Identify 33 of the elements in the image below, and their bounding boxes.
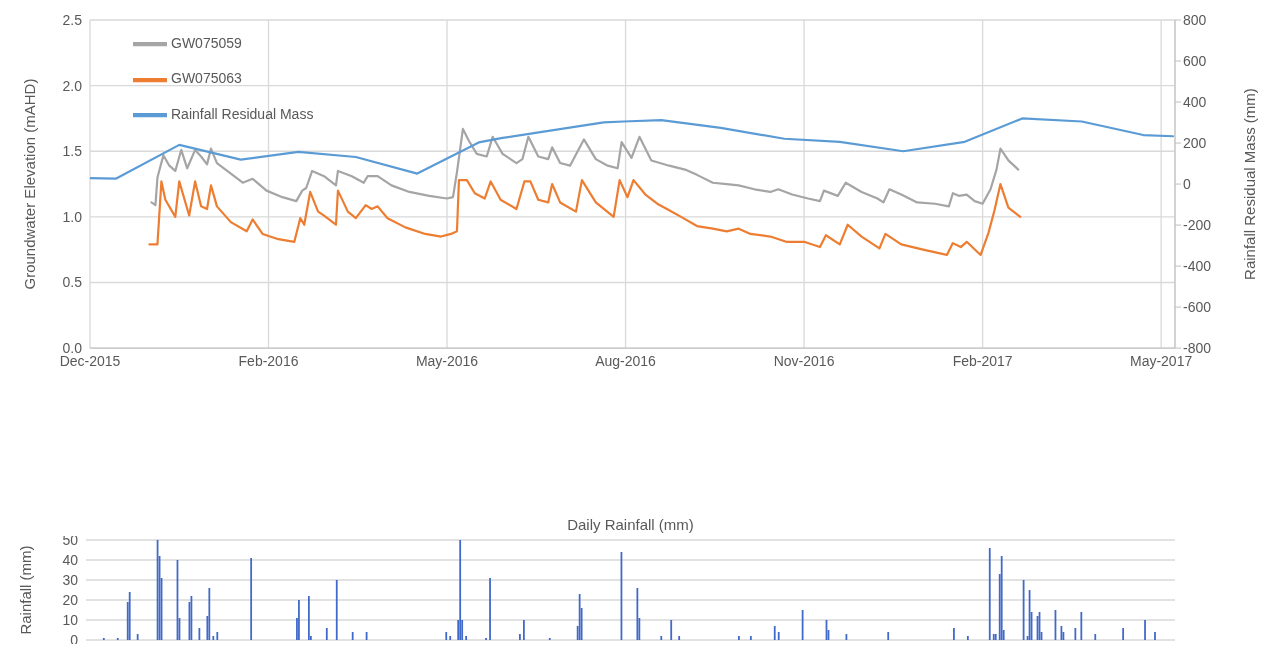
x-tick-label: Feb-2017 — [952, 353, 1013, 370]
y-tick-label: 10 — [62, 611, 79, 628]
y2-axis-title: Rainfall Residual Mass (mm) — [1241, 88, 1259, 280]
y-tick-label: 50 — [62, 531, 79, 548]
y2-tick-label: -400 — [1183, 258, 1212, 275]
y2-tick-label: 0 — [1183, 176, 1191, 193]
legend-label: Rainfall Residual Mass — [171, 105, 314, 122]
x-tick-label: Aug-2016 — [595, 353, 657, 370]
y-tick-label: 2.0 — [62, 77, 83, 94]
y-axis-title: Groundwater Elevation (mAHD) — [21, 78, 39, 290]
y2-tick-label: 200 — [1183, 135, 1207, 152]
legend-label: GW075059 — [171, 35, 242, 51]
legend-label: GW075063 — [171, 70, 242, 87]
x-tick-label: Nov-2016 — [773, 353, 835, 370]
y-tick-label: 1.0 — [62, 208, 83, 225]
y2-tick-label: -200 — [1183, 217, 1212, 234]
y2-tick-label: 600 — [1183, 52, 1207, 69]
line-series — [90, 117, 1175, 180]
chart-title: Daily Rainfall (mm) — [566, 516, 695, 533]
y-tick-label: 2.5 — [62, 11, 83, 28]
y-tick-label: 1.5 — [62, 143, 83, 160]
y-tick-label: 20 — [62, 591, 79, 608]
line-series — [148, 179, 1022, 257]
y2-tick-label: 800 — [1183, 11, 1207, 28]
y-tick-label: 0.5 — [62, 274, 83, 291]
y-axis-title: Rainfall (mm) — [17, 545, 35, 635]
y-tick-label: 40 — [62, 551, 79, 568]
y-tick-label: 30 — [62, 571, 79, 588]
x-tick-label: May-2016 — [415, 353, 479, 370]
y2-tick-label: -600 — [1183, 299, 1212, 316]
x-tick-label: Feb-2016 — [238, 353, 299, 370]
y2-tick-label: 400 — [1183, 94, 1207, 110]
line-series — [150, 127, 1020, 208]
